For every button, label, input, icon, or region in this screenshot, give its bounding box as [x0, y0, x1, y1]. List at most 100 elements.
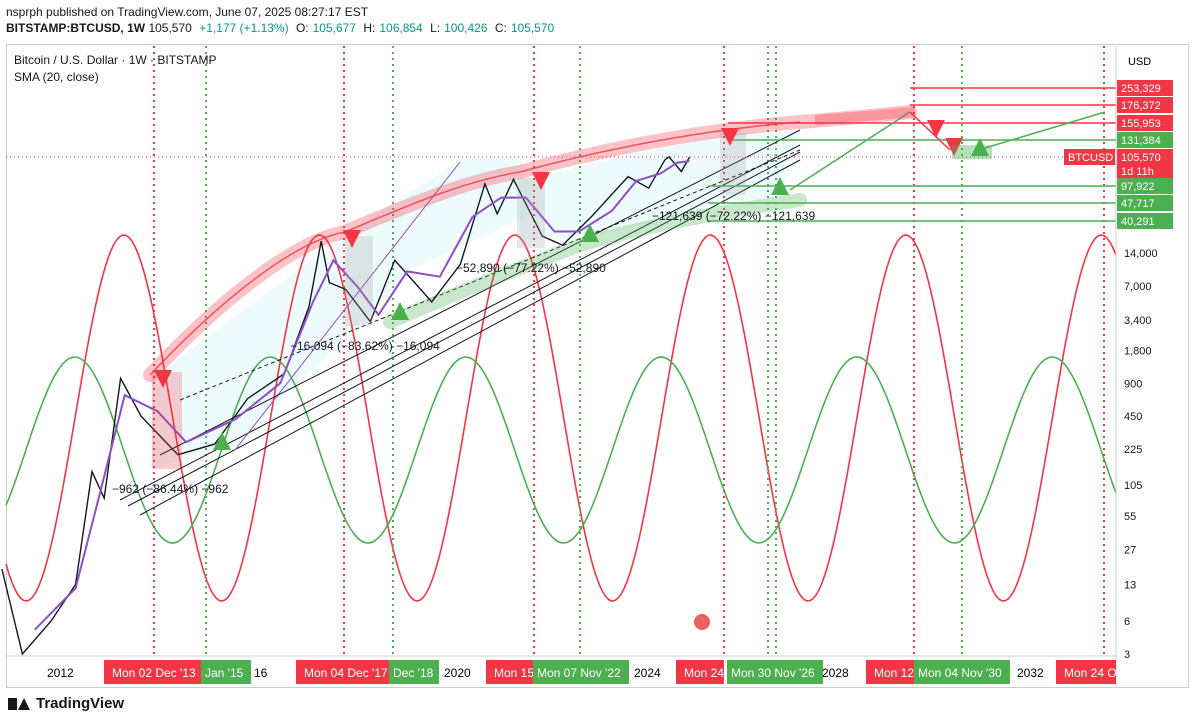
y-tick-label: 13 — [1124, 579, 1136, 591]
open-label: O: — [295, 21, 309, 35]
drawdown-box — [345, 236, 373, 326]
price-axis-label: 176,372 — [1121, 100, 1161, 112]
red-top-arrow — [343, 230, 361, 248]
green-bottom-arrow — [971, 138, 989, 156]
red-cycle-wave — [5, 234, 1117, 602]
symbol-info-line: BITSTAMP:BTCUSD, 1W 105,570 +1,177 (+1.1… — [6, 20, 558, 36]
open-value: 105,677 — [312, 21, 356, 35]
cycle-top-date-tag — [866, 660, 914, 684]
y-tick-label: 1,800 — [1124, 345, 1152, 357]
cycle-bottom-date-tag — [389, 660, 439, 684]
cycle-top-date-tag — [104, 660, 201, 684]
drawdown-box — [152, 372, 182, 469]
green-bottom-arrow — [213, 432, 231, 450]
x-tick-label: 2024 — [634, 666, 661, 680]
red-top-arrow — [721, 128, 739, 146]
trend-channel-line — [127, 151, 801, 507]
red-top-arrow — [532, 172, 550, 190]
cycle-top-date-label: Mon 04 Dec '17 — [304, 666, 388, 680]
x-tick-label: 2028 — [822, 666, 849, 680]
price-axis-tag — [1117, 149, 1173, 179]
projection-line — [984, 111, 1106, 149]
x-tick-label: 2012 — [47, 666, 74, 680]
brand-name: TradingView — [36, 695, 125, 712]
flag-icon — [694, 614, 710, 630]
cycle-bottom-date-tag — [914, 660, 1010, 684]
red-top-arrow — [945, 138, 963, 156]
cycle-top-date-label: Mon 24 O — [1064, 666, 1117, 680]
price-axis-label: 155,953 — [1121, 118, 1161, 130]
cycle-bottom-date-label: Mon 04 Nov '30 — [918, 666, 1002, 680]
publish-info: nsprph published on TradingView.com, Jun… — [6, 5, 369, 19]
y-tick-label: 7,000 — [1124, 281, 1152, 293]
price-axis-label: 40,291 — [1121, 216, 1155, 228]
cycle-top-date-label: Mon 24 — [684, 666, 724, 680]
symbol-name[interactable]: BITSTAMP:BTCUSD, 1W — [6, 21, 146, 35]
x-tick-label: 2032 — [1017, 666, 1044, 680]
price-axis-tag — [1117, 80, 1173, 96]
axis-currency: USD — [1128, 56, 1151, 68]
drawdown-label: −16,094 (−83.62%) −16,094 — [290, 339, 440, 353]
price-axis-label: 105,570 — [1121, 152, 1161, 164]
price-axis-tag — [1117, 213, 1173, 229]
close-value: 105,570 — [510, 21, 555, 35]
price-axis-label: 47,717 — [1121, 198, 1155, 210]
high-value: 106,854 — [379, 21, 423, 35]
red-top-arrow — [927, 120, 945, 138]
footer-brand: TradingView — [8, 695, 124, 712]
low-label: L: — [430, 21, 441, 35]
y-tick-label: 14,000 — [1124, 248, 1158, 260]
legend-indicator[interactable]: SMA (20, close) — [14, 70, 99, 84]
y-tick-label: 3,400 — [1124, 315, 1152, 327]
drawdown-label: −52,890 (−77.22%) −52,890 — [456, 261, 606, 275]
drawdown-label: −121,639 (−72.22%) −121,639 — [652, 209, 815, 223]
close-label: C: — [494, 21, 507, 35]
price-axis-tag — [1117, 115, 1173, 131]
trend-channel-line — [139, 159, 801, 516]
cycle-top-date-label: Mon 12 — [874, 666, 914, 680]
y-tick-label: 6 — [1124, 616, 1130, 628]
green-bottom-arrow — [581, 224, 599, 242]
x-tick-label: 2020 — [444, 666, 471, 680]
publish-header: nsprph published on TradingView.com, Jun… — [6, 4, 558, 36]
cycle-bottom-date-tag — [533, 660, 629, 684]
y-tick-label: 55 — [1124, 511, 1136, 523]
y-tick-label: 27 — [1124, 545, 1136, 557]
support-band — [383, 193, 807, 329]
price-axis-tag — [1117, 97, 1173, 113]
cycle-bottom-date-tag — [727, 660, 823, 684]
drawdown-label: −962 (−86.44%) −962 — [112, 482, 229, 496]
cycle-top-date-label: Mon 15 — [494, 666, 534, 680]
price-axis-label: 253,329 — [1121, 83, 1161, 95]
y-tick-label: 225 — [1124, 444, 1142, 456]
price-axis-tag — [1117, 132, 1173, 148]
cycle-bottom-date-label: Dec '18 — [393, 666, 434, 680]
tradingview-logo-icon — [8, 697, 30, 710]
chart-legend: Bitcoin / U.S. Dollar · 1W · BITSTAMP SM… — [14, 52, 216, 86]
channel-shade — [150, 155, 540, 470]
drawdown-box — [517, 178, 545, 248]
y-tick-label: 105 — [1124, 480, 1142, 492]
red-top-arrow — [154, 370, 172, 388]
target-zone — [952, 145, 992, 159]
price-line — [1, 155, 691, 656]
price-change: +1,177 (+1.13%) — [199, 21, 289, 35]
price-axis-tag — [1117, 178, 1173, 194]
legend-title[interactable]: Bitcoin / U.S. Dollar · 1W · BITSTAMP — [14, 53, 217, 67]
green-bottom-arrow — [771, 177, 789, 195]
chart-frame[interactable] — [6, 44, 1189, 688]
cycle-top-date-tag — [296, 660, 391, 684]
trend-channel-line — [159, 129, 801, 456]
price-axis-label: 97,922 — [1121, 181, 1155, 193]
price-axis-tag — [1117, 195, 1173, 211]
projection-line — [909, 111, 951, 151]
drawdown-box — [720, 133, 746, 195]
cycle-bottom-date-label: Jan '15 — [205, 666, 244, 680]
x-tick-label: 16 — [254, 666, 268, 680]
green-cycle-wave — [5, 356, 1117, 544]
cycle-top-date-tag — [486, 660, 534, 684]
cycle-top-date-tag — [676, 660, 724, 684]
symbol-badge-label: BTCUSD — [1068, 152, 1113, 164]
resistance-curve — [149, 121, 801, 376]
